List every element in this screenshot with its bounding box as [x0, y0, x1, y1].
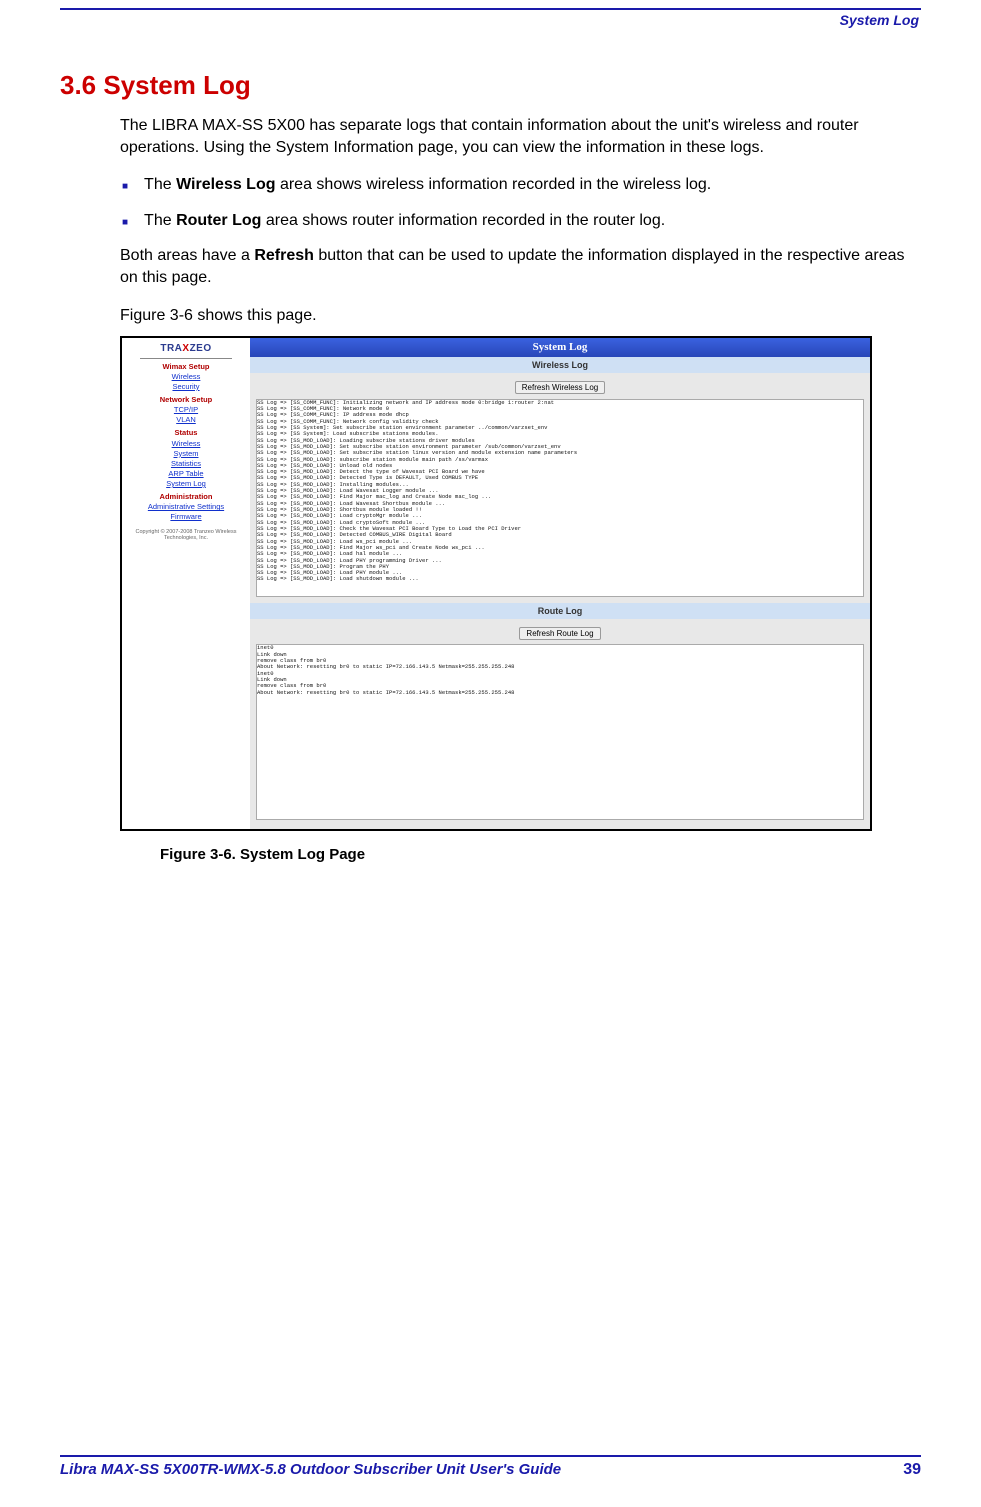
nav-link-security[interactable]: Security — [122, 382, 250, 392]
nav-link-wireless-status[interactable]: Wireless — [122, 439, 250, 449]
bullet-icon: ■ — [120, 210, 144, 232]
figure-reference: Figure 3-6 shows this page. — [120, 305, 921, 327]
route-log-heading: Route Log — [250, 603, 870, 619]
nav-sidebar: TRAXZEO Wimax Setup Wireless Security Ne… — [122, 338, 250, 829]
text-bold: Router Log — [176, 212, 261, 229]
figure-screenshot: TRAXZEO Wimax Setup Wireless Security Ne… — [120, 336, 872, 831]
logo-part: ZEO — [190, 343, 212, 354]
refresh-paragraph: Both areas have a Refresh button that ca… — [120, 245, 921, 288]
header-section-label: System Log — [60, 12, 921, 28]
sidebar-copyright: Copyright © 2007-2008 Tranzeo Wireless T… — [122, 529, 250, 541]
nav-group-wimax: Wimax Setup — [122, 362, 250, 372]
page-footer: Libra MAX-SS 5X00TR-WMX-5.8 Outdoor Subs… — [60, 1455, 921, 1479]
nav-link-firmware[interactable]: Firmware — [122, 512, 250, 522]
nav-group-admin: Administration — [122, 492, 250, 502]
nav-link-admin-settings[interactable]: Administrative Settings — [122, 502, 250, 512]
text-bold: Wireless Log — [176, 176, 275, 193]
nav-link-arp-table[interactable]: ARP Table — [122, 469, 250, 479]
bullet-text: The Router Log area shows router informa… — [144, 210, 921, 232]
header-rule — [60, 8, 921, 10]
route-button-row: Refresh Route Log — [250, 619, 870, 645]
nav-link-tcpip[interactable]: TCP/IP — [122, 405, 250, 415]
wireless-log-heading: Wireless Log — [250, 357, 870, 373]
nav-link-system-log[interactable]: System Log — [122, 479, 250, 489]
body-content: The LIBRA MAX-SS 5X00 has separate logs … — [60, 115, 921, 865]
text-post: area shows wireless information recorded… — [276, 176, 712, 193]
refresh-wireless-button[interactable]: Refresh Wireless Log — [515, 381, 605, 394]
refresh-route-button[interactable]: Refresh Route Log — [519, 627, 600, 640]
nav-link-vlan[interactable]: VLAN — [122, 415, 250, 425]
text-post: area shows router information recorded i… — [261, 212, 665, 229]
logo-x: X — [182, 343, 189, 354]
intro-paragraph: The LIBRA MAX-SS 5X00 has separate logs … — [120, 115, 921, 158]
text-pre: Both areas have a — [120, 247, 254, 264]
wireless-button-row: Refresh Wireless Log — [250, 373, 870, 399]
bullet-item: ■ The Router Log area shows router infor… — [120, 210, 921, 232]
bullet-item: ■ The Wireless Log area shows wireless i… — [120, 174, 921, 196]
footer-title: Libra MAX-SS 5X00TR-WMX-5.8 Outdoor Subs… — [60, 1461, 561, 1478]
sidebar-divider — [140, 358, 232, 359]
wireless-log-box[interactable]: SS Log => [SS_COMM_FUNC]: Initializing n… — [256, 399, 864, 597]
logo-part: TRA — [160, 343, 182, 354]
nav-group-status: Status — [122, 428, 250, 438]
nav-link-statistics[interactable]: Statistics — [122, 459, 250, 469]
nav-link-wireless[interactable]: Wireless — [122, 372, 250, 382]
section-heading: 3.6 System Log — [60, 70, 921, 101]
brand-logo: TRAXZEO — [122, 342, 250, 356]
text-pre: The — [144, 212, 176, 229]
bullet-text: The Wireless Log area shows wireless inf… — [144, 174, 921, 196]
text-pre: The — [144, 176, 176, 193]
nav-group-network: Network Setup — [122, 395, 250, 405]
route-log-box[interactable]: inet0 Link down remove class from br0 Ab… — [256, 644, 864, 820]
footer-page-number: 39 — [903, 1461, 921, 1479]
nav-link-system[interactable]: System — [122, 449, 250, 459]
figure-caption: Figure 3-6. System Log Page — [120, 845, 921, 865]
text-bold: Refresh — [254, 247, 314, 264]
bullet-icon: ■ — [120, 174, 144, 196]
main-panel: System Log Wireless Log Refresh Wireless… — [250, 338, 870, 829]
footer-rule — [60, 1455, 921, 1457]
page-title-bar: System Log — [250, 338, 870, 357]
